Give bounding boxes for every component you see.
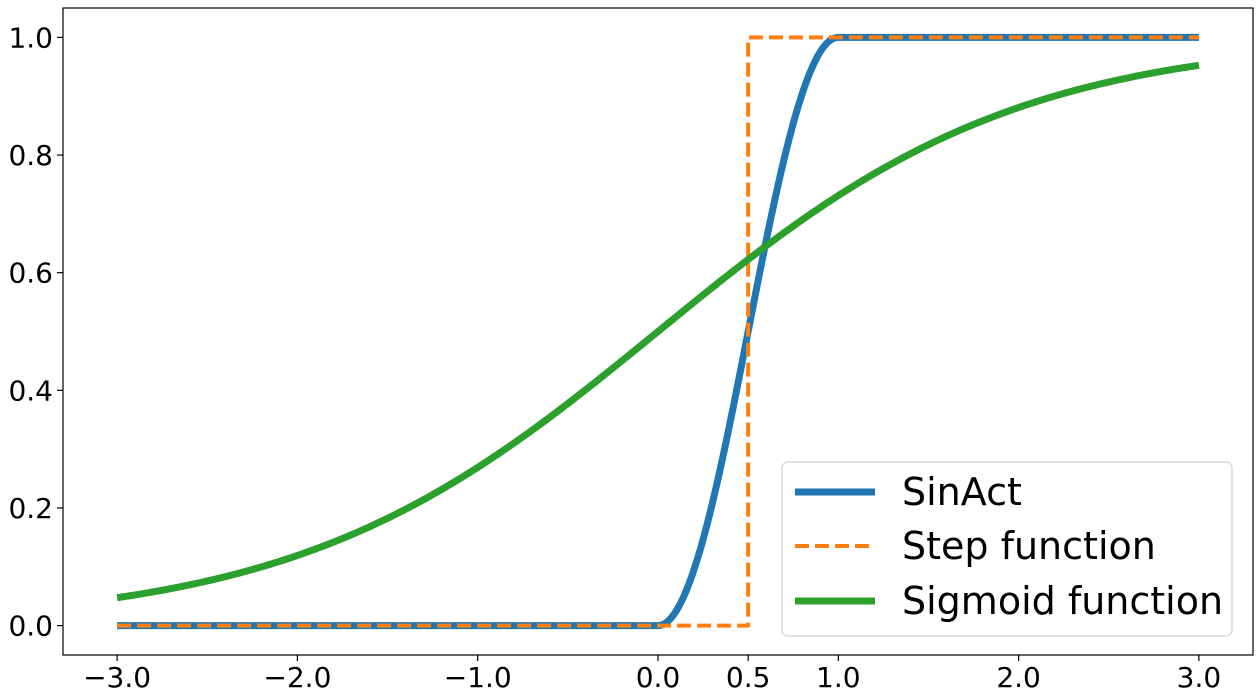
- x-tick-label: −3.0: [83, 661, 151, 693]
- series-line-sigmoid-function: [116, 61, 1200, 602]
- y-tick-label: 0.2: [8, 492, 53, 525]
- y-tick-label: 0.4: [8, 374, 53, 407]
- x-tick-label: −2.0: [263, 661, 331, 693]
- legend: SinAct Step function Sigmoid function: [781, 461, 1233, 637]
- y-tick-label: 1.0: [8, 21, 53, 54]
- legend-box: [781, 461, 1233, 637]
- x-tick-label: 3.0: [1177, 661, 1222, 693]
- x-tick-label: 0.5: [726, 661, 771, 693]
- legend-label-sinact: SinAct: [902, 470, 1022, 514]
- y-tick-label: 0.6: [8, 257, 53, 290]
- x-tick-label: 1.0: [816, 661, 861, 693]
- x-axis: −3.0 −2.0 −1.0 0.0 0.5 1.0 2.0 3.0: [83, 655, 1221, 693]
- legend-label-step-function: Step function: [902, 524, 1156, 568]
- y-tick-label: 0.8: [8, 139, 53, 172]
- y-tick-label: 0.0: [8, 610, 53, 643]
- y-axis: 0.0 0.2 0.4 0.6 0.8 1.0: [8, 21, 63, 643]
- series-layer: [116, 33, 1200, 630]
- legend-label-sigmoid-function: Sigmoid function: [902, 579, 1223, 623]
- x-tick-label: −1.0: [444, 661, 512, 693]
- series-line-step-function: [117, 35, 1199, 628]
- x-tick-label: 0.0: [636, 661, 681, 693]
- x-tick-label: 2.0: [996, 661, 1041, 693]
